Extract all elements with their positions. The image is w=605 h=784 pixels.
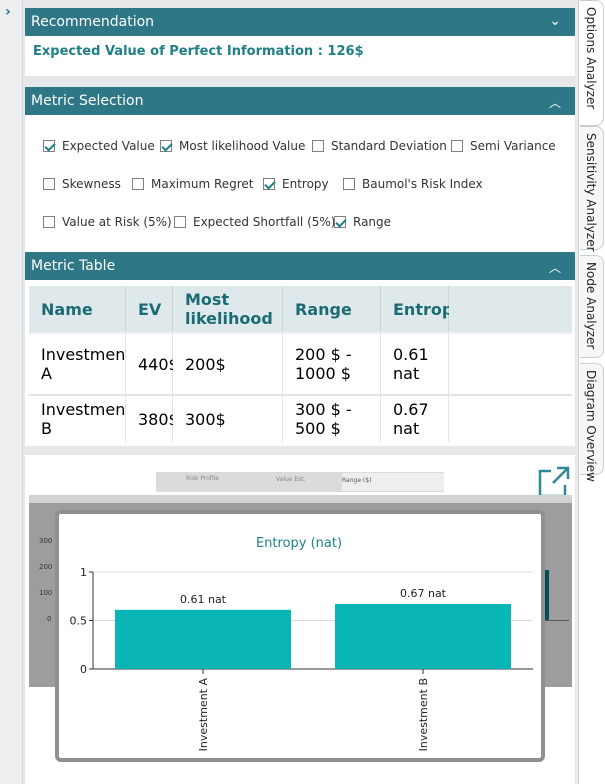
entropy-bar-chart: Entropy (nat) 0 0.5 1 0.61 nat Investment A 0… — [70, 536, 533, 752]
checkbox-box[interactable] — [451, 140, 463, 152]
expand-chevron-icon[interactable]: › — [5, 4, 11, 20]
evpi-text: Expected Value of Perfect Information : … — [33, 44, 364, 59]
popout-icon[interactable] — [537, 465, 571, 499]
checkbox-box[interactable] — [174, 216, 186, 228]
background-tab-strip: Risk Profile Value Est. Range ($) — [156, 472, 444, 492]
checkbox-box[interactable] — [334, 216, 346, 228]
checkbox-box[interactable] — [343, 178, 355, 190]
bar-data-label: 0.61 nat — [180, 593, 227, 606]
tab-diagram-overview[interactable]: Diagram Overview — [580, 363, 604, 482]
recommendation-body — [25, 36, 575, 76]
y-tick-label: 0.5 — [70, 615, 88, 628]
metric-table-header[interactable]: Metric Table ︿ — [25, 252, 575, 280]
checkbox-box[interactable] — [43, 178, 55, 190]
checkbox-value-at-risk[interactable]: Value at Risk (5%) — [43, 215, 172, 229]
table-cell[interactable]: 300 $ - 500 $ — [283, 396, 381, 442]
checkbox-entropy[interactable]: Entropy — [263, 177, 329, 191]
table-cell[interactable]: 300$ — [173, 396, 283, 442]
checkbox-box[interactable] — [312, 140, 324, 152]
column-header-entropy[interactable]: Entropy — [381, 286, 464, 332]
y-tick-label: 1 — [80, 566, 87, 579]
column-header-range[interactable]: Range — [283, 286, 381, 332]
table-cell[interactable]: 200$ — [173, 334, 283, 394]
table-cell[interactable]: 0.67 nat — [381, 396, 449, 442]
metric-table-title: Metric Table — [31, 258, 116, 274]
chart-title: Entropy (nat) — [256, 536, 342, 551]
table-cell[interactable]: 380$ — [126, 396, 179, 442]
recommendation-header[interactable]: Recommendation ⌄ — [25, 8, 575, 36]
left-collapse-strip[interactable]: › — [0, 0, 23, 784]
tab-options-analyzer[interactable]: Options Analyzer — [580, 0, 604, 126]
bar — [335, 604, 511, 669]
column-header-empty — [449, 286, 572, 332]
chevron-down-icon[interactable]: ⌄ — [549, 13, 561, 29]
table-cell[interactable]: 440$ — [126, 334, 179, 394]
checkbox-standard-deviation[interactable]: Standard Deviation — [312, 139, 447, 153]
options-analyzer-panel: Recommendation ⌄ Expected Value of Perfe… — [23, 0, 577, 784]
column-header-most-likelihood[interactable]: Most likelihood — [173, 286, 283, 332]
table-cell[interactable]: Investment B — [29, 396, 132, 442]
checkbox-most-likelihood[interactable]: Most likelihood Value — [160, 139, 305, 153]
entropy-chart-popup[interactable]: Entropy (nat) 0 0.5 1 0.61 nat Investment A 0… — [55, 510, 545, 762]
table-cell[interactable]: 200 $ - 1000 $ — [283, 334, 381, 394]
table-cell-empty — [449, 396, 572, 442]
checkbox-maximum-regret[interactable]: Maximum Regret — [132, 177, 254, 191]
bar-data-label: 0.67 nat — [400, 587, 447, 600]
vertical-tab-strip: Options Analyzer Sensitivity Analyzer No… — [578, 0, 605, 784]
y-tick-label: 0 — [80, 663, 87, 676]
checkbox-semi-variance[interactable]: Semi Variance — [451, 139, 556, 153]
bar — [115, 609, 291, 669]
checkbox-box[interactable] — [43, 216, 55, 228]
checkbox-range[interactable]: Range — [334, 215, 391, 229]
metric-selection-header[interactable]: Metric Selection ︿ — [25, 87, 575, 115]
checkbox-box[interactable] — [263, 178, 275, 190]
chevron-up-icon[interactable]: ︿ — [548, 261, 561, 275]
checkbox-box[interactable] — [43, 140, 55, 152]
checkbox-box[interactable] — [160, 140, 172, 152]
checkbox-box[interactable] — [132, 178, 144, 190]
column-header-name[interactable]: Name — [29, 286, 126, 332]
checkbox-skewness[interactable]: Skewness — [43, 177, 121, 191]
checkbox-expected-shortfall[interactable]: Expected Shortfall (5%) — [174, 215, 335, 229]
recommendation-title: Recommendation — [31, 14, 155, 30]
column-header-ev[interactable]: EV — [126, 286, 173, 332]
checkbox-expected-value[interactable]: Expected Value — [43, 139, 155, 153]
metric-table-body: Name EV Most likelihood Range Entropy In… — [25, 280, 575, 446]
x-tick-label: Investment B — [417, 678, 430, 751]
tab-node-analyzer[interactable]: Node Analyzer — [580, 255, 604, 358]
x-tick-label: Investment A — [197, 678, 210, 752]
table-cell-empty — [449, 334, 572, 394]
table-cell[interactable]: Investment A — [29, 334, 132, 394]
table-cell[interactable]: 0.61 nat — [381, 334, 449, 394]
metric-selection-title: Metric Selection — [31, 93, 144, 109]
metric-selection-body: Expected Value Most likelihood Value Sta… — [25, 115, 575, 253]
chevron-up-icon[interactable]: ︿ — [548, 96, 561, 110]
tab-sensitivity-analyzer[interactable]: Sensitivity Analyzer — [580, 126, 604, 252]
checkbox-baumol-risk-index[interactable]: Baumol's Risk Index — [343, 177, 483, 191]
